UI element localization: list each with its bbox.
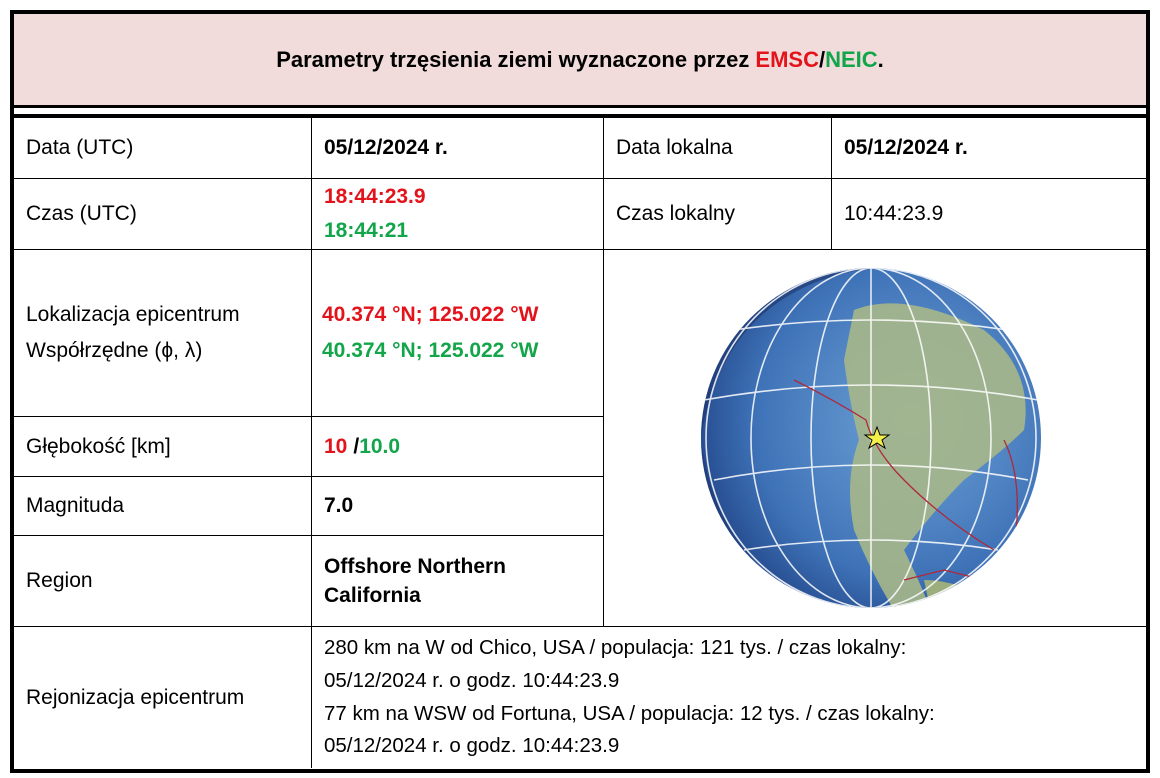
globe-map	[701, 268, 1041, 608]
title-end: .	[877, 46, 884, 72]
value: Offshore Northern California	[324, 554, 507, 607]
epicenter-star	[863, 425, 891, 450]
value-cell: 40.374 °N; 125.022 °W 40.374 °N; 125.022 …	[312, 250, 604, 417]
label-cell: Rejonizacja epicentrum	[14, 627, 312, 768]
line: 77 km na WSW od Fortuna, USA / populacja…	[324, 701, 935, 725]
label-cell: Magnituda	[14, 477, 312, 536]
title: Parametry trzęsienia ziemi wyznaczone pr…	[276, 46, 750, 72]
label: Rejonizacja epicentrum	[26, 685, 245, 709]
rule	[14, 105, 1146, 108]
label: Region	[26, 569, 93, 593]
value-cell: 280 km na W od Chico, USA / populacja: 1…	[312, 627, 1146, 768]
value-cell: 10/10.0	[312, 417, 604, 477]
label: Czas lokalny	[616, 202, 736, 226]
label: Data (UTC)	[26, 136, 134, 160]
value-cell: 10:44:23.9	[832, 179, 1146, 250]
neic-value: 10.0	[359, 434, 401, 458]
value: 05/12/2024 r.	[844, 136, 968, 160]
emsc: EMSC	[755, 46, 819, 72]
depth-values: 10/10.0	[324, 429, 603, 465]
emsc-value: 40.374 °N; 125.022 °W	[322, 303, 539, 327]
rule	[14, 114, 1146, 118]
value: 10:44:23.9	[844, 202, 944, 226]
line: 280 km na W od Chico, USA / populacja: 1…	[324, 635, 907, 659]
neic-value: 40.374 °N; 125.022 °W	[322, 339, 539, 362]
value-cell: Offshore Northern California	[312, 536, 604, 627]
label-cell: Czas lokalny	[604, 179, 832, 250]
emsc-value: 18:44:23.9	[324, 185, 426, 209]
emsc-value: 10	[324, 434, 348, 458]
separator: /	[818, 46, 826, 72]
value: 7.0	[324, 494, 354, 518]
label: Magnituda	[26, 494, 125, 518]
header: Parametry trzęsienia ziemi wyznaczone pr…	[14, 14, 1146, 105]
label-cell: Lokalizacja epicentrum Współrzędne (ϕ, λ)	[14, 250, 312, 417]
label: Współrzędne (ϕ, λ)	[26, 339, 203, 362]
value: 05/12/2024 r.	[324, 136, 448, 160]
value-cell: 05/12/2024 r.	[312, 118, 604, 179]
label-cell: Czas (UTC)	[14, 179, 312, 250]
value-cell: 05/12/2024 r.	[832, 118, 1146, 179]
label-cell: Region	[14, 536, 312, 627]
line: 05/12/2024 r. o godz. 10:44:23.9	[324, 668, 620, 692]
label: Głębokość [km]	[26, 434, 171, 458]
frame	[10, 10, 1150, 773]
label: Czas (UTC)	[26, 202, 137, 226]
neic: NEIC	[825, 46, 878, 72]
line: 05/12/2024 r. o godz. 10:44:23.9	[324, 734, 620, 758]
label-cell: Data lokalna	[604, 118, 832, 179]
label-cell: Data (UTC)	[14, 118, 312, 179]
value-cell: 7.0	[312, 477, 604, 536]
label-cell: Głębokość [km]	[14, 417, 312, 477]
neic-value: 18:44:21	[324, 219, 409, 242]
label: Lokalizacja epicentrum	[26, 303, 240, 327]
label: Data lokalna	[616, 136, 733, 160]
globe-cell	[604, 250, 1146, 627]
separator: /	[353, 434, 360, 458]
value-cell: 18:44:23.9 18:44:21	[312, 179, 604, 250]
